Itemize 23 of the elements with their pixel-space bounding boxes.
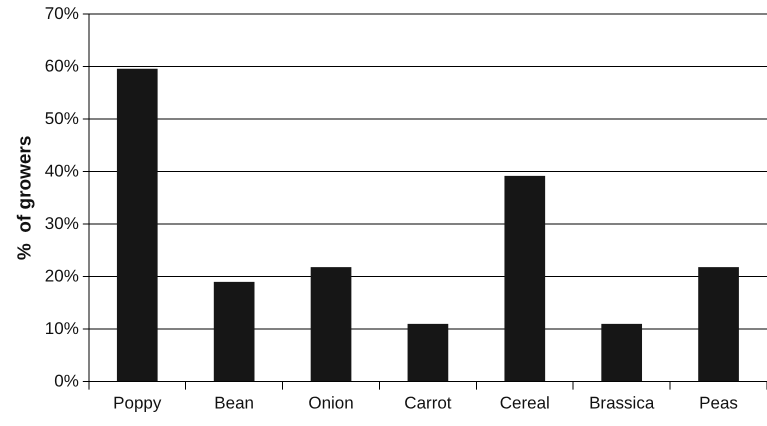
x-tick-label: Carrot (404, 393, 452, 412)
y-tick-label: 0% (54, 371, 79, 390)
x-tick-label: Brassica (589, 393, 655, 412)
x-tick-label: Poppy (113, 393, 162, 412)
bar (408, 324, 448, 382)
bar (601, 324, 642, 382)
y-tick-label: 50% (44, 108, 79, 128)
bar (116, 68, 158, 382)
x-tick-label: Peas (699, 393, 738, 412)
y-axis-title: % of growers (14, 136, 36, 260)
y-tick-label: 10% (44, 318, 79, 338)
bar (214, 282, 254, 382)
x-tick-label: Cereal (500, 393, 550, 412)
bar (504, 176, 546, 382)
x-tick-label: Bean (214, 393, 254, 412)
y-tick-label: 40% (44, 161, 79, 180)
y-tick-label: 60% (44, 56, 79, 76)
x-tick-label: Onion (308, 393, 354, 412)
y-tick-label: 20% (44, 266, 79, 286)
bar (310, 267, 352, 382)
y-tick-label: 30% (44, 214, 79, 233)
bar (698, 267, 739, 382)
y-tick-label: 70% (44, 4, 79, 23)
